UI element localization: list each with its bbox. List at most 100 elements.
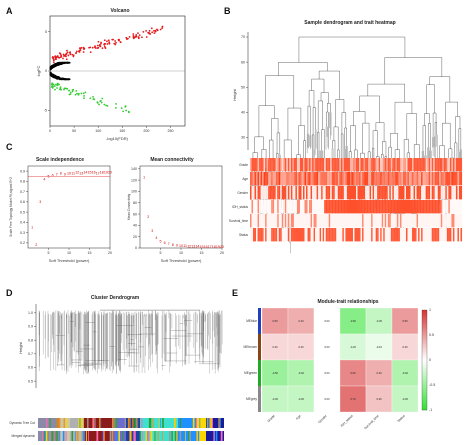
volcano-point-up — [145, 29, 147, 32]
panel-b-heat-cell — [448, 158, 450, 172]
panel-b-heat-cell — [342, 214, 344, 228]
panel-b-heat-cell — [362, 186, 364, 200]
volcano-point-ns — [64, 61, 67, 64]
panel-d-module-stripe — [141, 418, 143, 428]
panel-b-heat-cell — [389, 172, 391, 186]
panel-b-heat-cell — [315, 228, 317, 242]
panel-b-heat-cell — [330, 158, 332, 172]
panel-b-heat-cell — [262, 172, 264, 186]
panel-b-heat-cell — [351, 228, 354, 242]
panel-b-heat-cell — [401, 200, 403, 214]
panel-b-heat-cell — [392, 186, 394, 200]
panel-b-heat-cell — [384, 172, 387, 186]
panel-b-heat-cell — [395, 158, 397, 172]
panel-c-x-tick-label: 15 — [200, 251, 204, 255]
panel-c-point-label: 1 — [31, 226, 33, 230]
panel-b-heat-cell — [290, 228, 293, 242]
panel-e-legend-swatch — [422, 326, 427, 329]
volcano-point-down — [101, 97, 104, 100]
panel-b-heat-cell — [368, 200, 370, 214]
panel-b-heat-cell — [363, 228, 366, 242]
panel-b-y-ticks: 70 60 50 40 30 — [241, 35, 248, 140]
panel-b-heat-cell — [337, 214, 340, 228]
panel-e-cell-value: 0.70 — [350, 397, 356, 401]
panel-b-heat-cell — [436, 172, 438, 186]
panel-b-heat-cell — [380, 172, 382, 186]
panel-b-heat-cell — [343, 158, 346, 172]
panel-e-trait-label: Gender — [317, 413, 328, 424]
panel-b-heat-cell — [331, 214, 334, 228]
panel-b-heat-cell — [377, 214, 379, 228]
panel-b-heat-cell — [269, 228, 272, 242]
volcano-point-down — [96, 101, 99, 103]
panel-b-heat-cell — [375, 158, 378, 172]
panel-e-legend-swatch — [422, 340, 427, 343]
panel-b-heat-cell — [301, 200, 304, 214]
panel-e-cell-value: 0.40 — [298, 319, 304, 323]
panel-c-point-label: 14 — [83, 170, 87, 174]
panel-b-heat-cell — [340, 214, 343, 228]
panel-b-heat-cell — [458, 186, 461, 200]
panel-d-module-stripe — [102, 431, 104, 441]
volcano-point-up — [62, 53, 65, 56]
panel-b-heat-cell — [327, 228, 329, 242]
panel-b-heat-cell — [390, 158, 393, 172]
panel-b-heat-cell — [360, 228, 363, 242]
panel-b-heat-cell — [313, 214, 316, 228]
panel-d-module-stripe — [59, 431, 61, 441]
panel-b-heat-cell — [401, 214, 403, 228]
panel-e-legend-swatch — [422, 404, 427, 407]
panel-b-heat-cell — [436, 200, 438, 214]
panel-d-module-stripe — [46, 418, 48, 428]
panel-e-legend-swatch — [422, 378, 427, 381]
panel-b-heat-cell — [416, 228, 419, 242]
panel-b-heat-cell — [262, 214, 264, 228]
panel-d-y-tick-label: 0.8 — [28, 338, 33, 342]
panel-b-heat-cell — [439, 214, 441, 228]
panel-b-label: B — [224, 6, 231, 16]
volcano-point-up — [64, 54, 67, 57]
panel-b-heat-cell — [440, 228, 443, 242]
panel-b-heat-cell — [422, 158, 425, 172]
panel-b-heat-cell — [457, 186, 460, 200]
panel-b-y-tick-label: 50 — [241, 85, 245, 89]
panel-b-heat-cell — [345, 158, 347, 172]
panel-b-heat-cell — [455, 200, 458, 214]
panel-b-heat-cell — [337, 200, 340, 214]
panel-b-heat-cell — [312, 228, 314, 242]
panel-e-legend-frame — [421, 309, 428, 411]
panel-e-heat-cell — [391, 333, 419, 361]
panel-b-heat-cell — [333, 214, 335, 228]
panel-b-heat-cell — [271, 200, 273, 214]
panel-b-heat-cell — [381, 158, 384, 172]
panel-e-cell-value: 0.00 — [324, 371, 330, 375]
panel-b-heat-cell — [359, 186, 361, 200]
panel-d-module-stripe — [152, 418, 154, 428]
panel-c-point-label: 7 — [56, 172, 58, 176]
panel-b-heat-cell — [299, 228, 302, 242]
panel-b-heat-cell — [259, 158, 261, 172]
panel-c1-y-ticks: 0.2 0.3 0.4 0.5 0.6 0.7 0.8 0.9 — [20, 169, 28, 245]
panel-b-heat-cell — [280, 172, 282, 186]
volcano-point-up — [148, 32, 151, 34]
panel-b-heat-cell — [378, 158, 381, 172]
panel-b-heat-cell — [428, 228, 431, 242]
panel-b-heat-cell — [313, 200, 316, 214]
volcano-point-up — [103, 44, 106, 46]
panel-b-heat-cell — [401, 186, 403, 200]
panel-b-heat-cell — [440, 186, 443, 200]
panel-b-heat-cell — [369, 158, 372, 172]
panel-b-heat-cell — [412, 158, 414, 172]
panel-b-heat-cell — [290, 186, 293, 200]
panel-b-heat-cell — [324, 200, 326, 214]
panel-b-heat-cell — [299, 200, 302, 214]
panel-c2-title: Mean connectivity — [150, 157, 194, 163]
panel-b-heat-cell — [422, 228, 425, 242]
panel-b-heat-cell — [458, 200, 461, 214]
panel-e-cell-value: 0.00 — [324, 345, 330, 349]
panel-e-legend-swatch — [422, 390, 427, 393]
panel-b-heat-cell — [393, 200, 396, 214]
panel-b-heat-cell — [422, 214, 425, 228]
panel-b-heat-cell — [418, 200, 420, 214]
volcano-point-up — [161, 25, 164, 28]
